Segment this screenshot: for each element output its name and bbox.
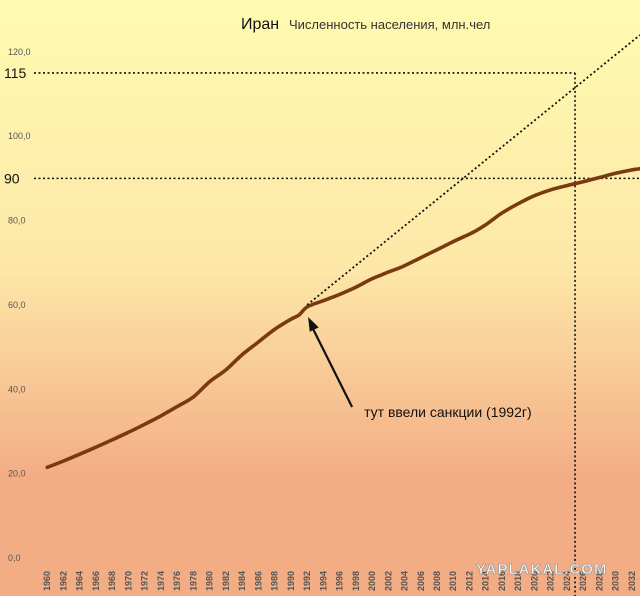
x-tick-label: 2016	[497, 571, 507, 591]
x-tick-label: 2024	[562, 571, 572, 591]
x-tick-label: 2032	[627, 571, 637, 591]
x-tick-label: 1968	[107, 571, 117, 591]
x-tick-label: 1964	[75, 571, 85, 591]
reference-line-label: 90	[4, 170, 20, 186]
x-tick-label: 2020	[529, 571, 539, 591]
y-tick-label: 100,0	[8, 131, 31, 141]
annotation-arrow-head	[308, 317, 319, 332]
annotation-group: тут ввели санкции (1992г)	[308, 317, 532, 420]
y-tick-label: 80,0	[8, 216, 26, 226]
x-tick-label: 1982	[221, 571, 231, 591]
x-tick-label: 1984	[237, 571, 247, 591]
chart-title: Иран	[241, 16, 279, 33]
series-layer	[45, 34, 640, 470]
x-tick-label: 1980	[205, 571, 215, 591]
watermark: YAPLAKAL.COM	[476, 561, 607, 579]
y-tick-label: 0,0	[8, 553, 21, 563]
x-tick-label: 1960	[42, 571, 52, 591]
x-tick-label: 2026	[578, 571, 588, 591]
x-tick-label: 1986	[253, 571, 263, 591]
watermark-text: YAPLAKAL.COM	[476, 561, 607, 578]
x-tick-label: 2008	[432, 571, 442, 591]
trend-extrapolation-line	[306, 34, 640, 306]
y-axis: 0,0 20,0 40,0 60,0 80,0 100,0 120,0	[8, 47, 31, 563]
x-tick-label: 2010	[448, 571, 458, 591]
x-tick-label: 1974	[156, 571, 166, 591]
x-tick-label: 2000	[367, 571, 377, 591]
population-line	[45, 166, 640, 470]
x-axis: 1960 1962 1964 1966 1968 1970 1972 1974 1976 1978…	[42, 571, 637, 591]
x-tick-label: 2012	[464, 571, 474, 591]
x-tick-label: 1990	[286, 571, 296, 591]
chart-title-group: Иран Численность населения, млн.чел	[241, 16, 490, 33]
x-tick-label: 1962	[58, 571, 68, 591]
x-tick-label: 1996	[335, 571, 345, 591]
reference-line-label: 115	[4, 65, 27, 81]
x-tick-label: 2002	[383, 571, 393, 591]
y-tick-label: 40,0	[8, 384, 26, 394]
x-tick-label: 1988	[270, 571, 280, 591]
reference-lines: 115 90	[4, 65, 640, 596]
x-tick-label: 1966	[91, 571, 101, 591]
x-tick-label: 1998	[351, 571, 361, 591]
y-tick-label: 20,0	[8, 469, 26, 479]
x-tick-label: 2006	[416, 571, 426, 591]
annotation-text: тут ввели санкции (1992г)	[364, 404, 532, 420]
x-tick-label: 1976	[172, 571, 182, 591]
x-tick-label: 1994	[318, 571, 328, 591]
x-tick-label: 2004	[400, 571, 410, 591]
x-tick-label: 1992	[302, 571, 312, 591]
annotation-arrow	[311, 326, 354, 408]
x-tick-label: 2028	[594, 571, 604, 591]
y-tick-label: 120,0	[8, 47, 31, 57]
x-tick-label: 2014	[481, 571, 491, 591]
x-tick-label: 2030	[611, 571, 621, 591]
chart-subtitle: Численность населения, млн.чел	[289, 17, 490, 32]
x-tick-label: 1978	[188, 571, 198, 591]
x-tick-label: 2022	[546, 571, 556, 591]
x-tick-label: 2018	[513, 571, 523, 591]
x-tick-label: 1972	[140, 571, 150, 591]
y-tick-label: 60,0	[8, 300, 26, 310]
x-tick-label: 1970	[123, 571, 133, 591]
